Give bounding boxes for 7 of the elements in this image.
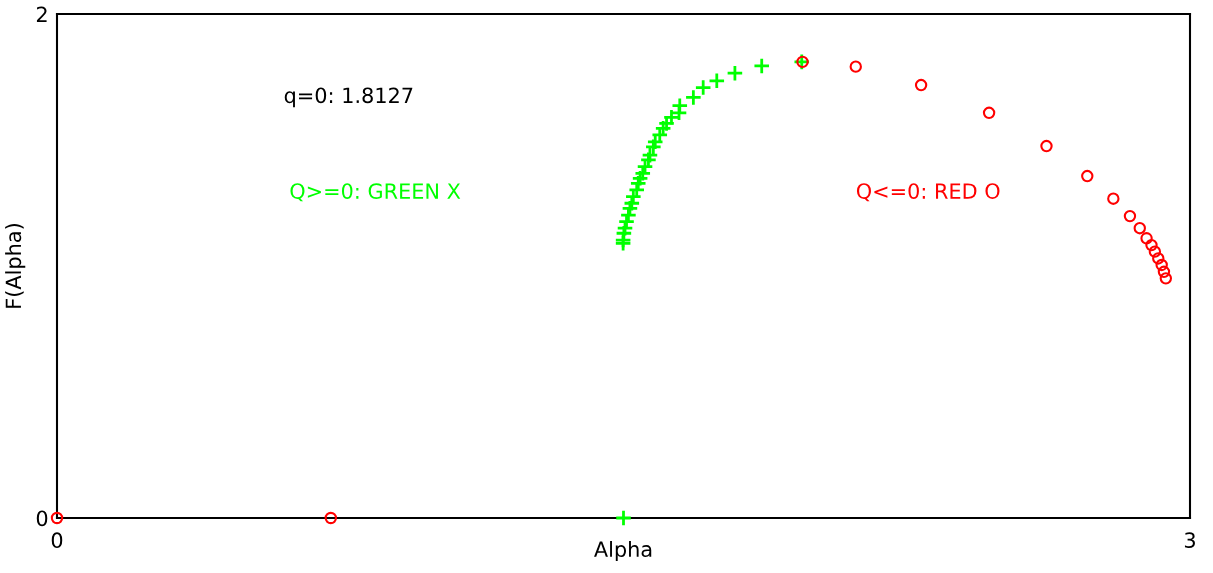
annotation: q=0: 1.8127 (284, 87, 413, 108)
text: Q>=0: GREEN X (290, 183, 461, 202)
x-axis-title: Alpha (594, 540, 652, 562)
text: Q<=0: RED O (856, 183, 1000, 202)
y-axis-title: F(Alpha) (5, 224, 26, 308)
x-tick-label: 3 (1184, 532, 1195, 549)
y-tick-label: 2 (36, 6, 47, 22)
